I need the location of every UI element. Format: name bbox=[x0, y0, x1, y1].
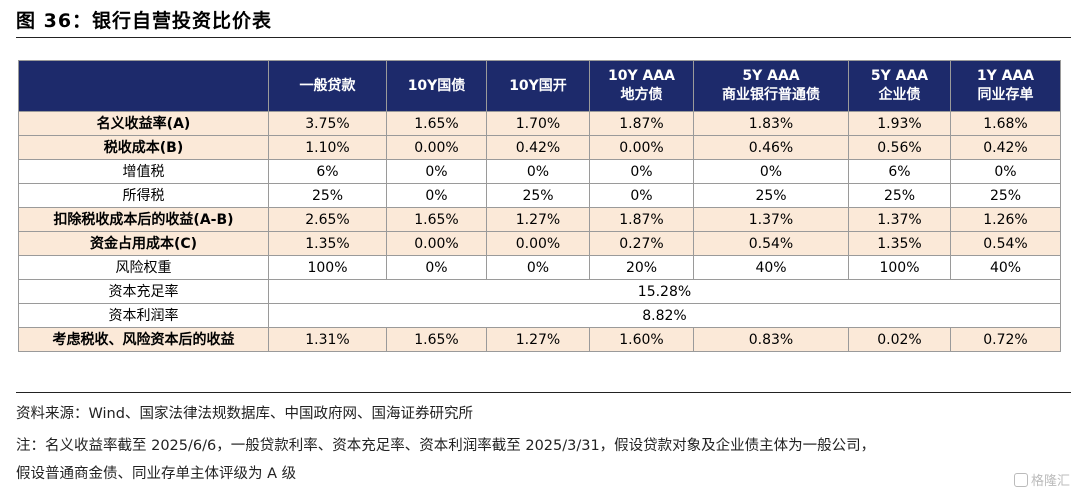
merged-cell: 15.28% bbox=[268, 279, 1061, 304]
table-cell: 1.87% bbox=[589, 111, 694, 136]
table-cell: 0.46% bbox=[693, 135, 849, 160]
table-cell: 0.00% bbox=[386, 231, 487, 256]
row-label: 名义收益率(A) bbox=[18, 111, 269, 136]
table-row: 考虑税收、风险资本后的收益 1.31% 1.65% 1.27% 1.60% 0.… bbox=[18, 327, 1061, 352]
table-cell: 20% bbox=[589, 255, 694, 280]
col-header: 5Y AAA 企业债 bbox=[848, 60, 951, 112]
table-cell: 0% bbox=[486, 159, 590, 184]
table-cell: 1.26% bbox=[950, 207, 1061, 232]
table-cell: 0% bbox=[589, 183, 694, 208]
table-cell: 1.68% bbox=[950, 111, 1061, 136]
table-cell: 0.42% bbox=[486, 135, 590, 160]
table-cell: 0% bbox=[950, 159, 1061, 184]
table-row: 扣除税收成本后的收益(A-B) 2.65% 1.65% 1.27% 1.87% … bbox=[18, 207, 1061, 232]
table-cell: 100% bbox=[268, 255, 387, 280]
table-cell: 0% bbox=[386, 255, 487, 280]
table-cell: 1.37% bbox=[693, 207, 849, 232]
table-cell: 25% bbox=[950, 183, 1061, 208]
row-label: 风险权重 bbox=[18, 255, 269, 280]
source-divider bbox=[16, 392, 1071, 393]
table-row: 风险权重 100% 0% 0% 20% 40% 100% 40% bbox=[18, 255, 1061, 280]
row-label: 资金占用成本(C) bbox=[18, 231, 269, 256]
table-cell: 1.65% bbox=[386, 207, 487, 232]
col-header: 10Y国开 bbox=[486, 60, 590, 112]
table-cell: 0.00% bbox=[386, 135, 487, 160]
table-row: 名义收益率(A) 3.75% 1.65% 1.70% 1.87% 1.83% 1… bbox=[18, 111, 1061, 136]
col-header: 10Y国债 bbox=[386, 60, 487, 112]
col-header: 5Y AAA 商业银行普通债 bbox=[693, 60, 849, 112]
table-cell: 0.72% bbox=[950, 327, 1061, 352]
watermark-logo: 格隆汇 bbox=[1013, 470, 1070, 489]
table-cell: 0.54% bbox=[950, 231, 1061, 256]
table-cell: 0.54% bbox=[693, 231, 849, 256]
table-cell: 0.00% bbox=[589, 135, 694, 160]
figure-title: 图 36：银行自营投资比价表 bbox=[16, 10, 273, 32]
table-cell: 6% bbox=[268, 159, 387, 184]
merged-cell: 8.82% bbox=[268, 303, 1061, 328]
table-row: 资金占用成本(C) 1.35% 0.00% 0.00% 0.27% 0.54% … bbox=[18, 231, 1061, 256]
source-line: 资料来源：Wind、国家法律法规数据库、中国政府网、国海证券研究所 bbox=[16, 406, 473, 422]
row-label: 扣除税收成本后的收益(A-B) bbox=[18, 207, 269, 232]
row-label: 考虑税收、风险资本后的收益 bbox=[18, 327, 269, 352]
header-corner-cell bbox=[18, 60, 269, 112]
table-cell: 1.35% bbox=[848, 231, 951, 256]
col-header: 1Y AAA 同业存单 bbox=[950, 60, 1061, 112]
table-cell: 1.87% bbox=[589, 207, 694, 232]
table-cell: 1.83% bbox=[693, 111, 849, 136]
row-label: 资本充足率 bbox=[18, 279, 269, 304]
table-cell: 0.02% bbox=[848, 327, 951, 352]
table-cell: 1.27% bbox=[486, 327, 590, 352]
table-cell: 6% bbox=[848, 159, 951, 184]
table-cell: 25% bbox=[693, 183, 849, 208]
table-cell: 1.27% bbox=[486, 207, 590, 232]
table-row: 资本利润率 8.82% bbox=[18, 303, 1061, 328]
table-cell: 40% bbox=[950, 255, 1061, 280]
table-cell: 0% bbox=[386, 183, 487, 208]
table-cell: 1.70% bbox=[486, 111, 590, 136]
table-cell: 0.56% bbox=[848, 135, 951, 160]
table-header-row: 一般贷款 10Y国债 10Y国开 10Y AAA 地方债 5Y AAA 商业银行普通… bbox=[18, 60, 1061, 112]
table-cell: 0.27% bbox=[589, 231, 694, 256]
table-cell: 1.37% bbox=[848, 207, 951, 232]
table-cell: 0% bbox=[486, 255, 590, 280]
row-label: 资本利润率 bbox=[18, 303, 269, 328]
table-cell: 0.00% bbox=[486, 231, 590, 256]
row-label: 税收成本(B) bbox=[18, 135, 269, 160]
table-cell: 2.65% bbox=[268, 207, 387, 232]
table-cell: 0.83% bbox=[693, 327, 849, 352]
table-row: 税收成本(B) 1.10% 0.00% 0.42% 0.00% 0.46% 0.… bbox=[18, 135, 1061, 160]
table-cell: 1.65% bbox=[386, 111, 487, 136]
table-row: 资本充足率 15.28% bbox=[18, 279, 1061, 304]
note-line: 注：名义收益率截至 2025/6/6，一般贷款利率、资本充足率、资本利润率截至 … bbox=[16, 438, 876, 454]
table-row: 所得税 25% 0% 25% 0% 25% 25% 25% bbox=[18, 183, 1061, 208]
table-row: 增值税 6% 0% 0% 0% 0% 6% 0% bbox=[18, 159, 1061, 184]
table-cell: 0.42% bbox=[950, 135, 1061, 160]
watermark-icon bbox=[1013, 472, 1028, 487]
table-cell: 0% bbox=[589, 159, 694, 184]
table-cell: 1.10% bbox=[268, 135, 387, 160]
table-cell: 3.75% bbox=[268, 111, 387, 136]
table-cell: 100% bbox=[848, 255, 951, 280]
table-cell: 25% bbox=[268, 183, 387, 208]
note-line: 假设普通商金债、同业存单主体评级为 A 级 bbox=[16, 466, 297, 482]
row-label: 增值税 bbox=[18, 159, 269, 184]
table-cell: 0% bbox=[386, 159, 487, 184]
table-cell: 1.60% bbox=[589, 327, 694, 352]
comparison-table: 一般贷款 10Y国债 10Y国开 10Y AAA 地方债 5Y AAA 商业银行普通… bbox=[18, 60, 1061, 352]
table-cell: 0% bbox=[693, 159, 849, 184]
table-cell: 40% bbox=[693, 255, 849, 280]
table-cell: 1.31% bbox=[268, 327, 387, 352]
table-cell: 1.93% bbox=[848, 111, 951, 136]
col-header: 10Y AAA 地方债 bbox=[589, 60, 694, 112]
table-cell: 1.35% bbox=[268, 231, 387, 256]
watermark-text: 格隆汇 bbox=[1030, 474, 1070, 489]
table-cell: 25% bbox=[486, 183, 590, 208]
table-cell: 25% bbox=[848, 183, 951, 208]
table-cell: 1.65% bbox=[386, 327, 487, 352]
col-header: 一般贷款 bbox=[268, 60, 387, 112]
row-label: 所得税 bbox=[18, 183, 269, 208]
title-divider bbox=[16, 37, 1071, 38]
